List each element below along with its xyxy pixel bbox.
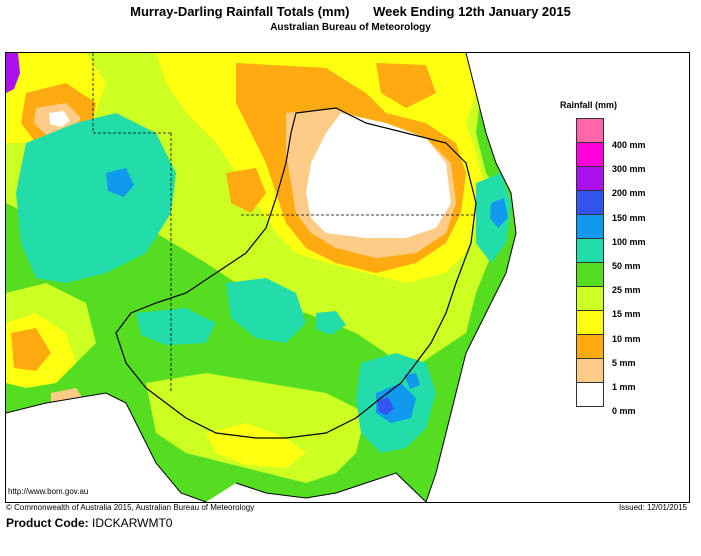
- coastline: [6, 53, 517, 502]
- legend-swatch-100mm: [576, 214, 604, 239]
- region-5mm-ne-patch: [376, 63, 436, 108]
- region-100mm-west: [106, 168, 134, 197]
- region-5mm-sw: [11, 328, 51, 371]
- map-frame: [5, 52, 690, 503]
- product-code-line: Product Code: IDCKARWMT0: [6, 516, 172, 530]
- region-0mm-nw: [49, 111, 70, 127]
- legend-label-150mm: 150 mm: [612, 212, 646, 223]
- region-50mm-central: [226, 278, 306, 343]
- legend-swatch-15mm: [576, 286, 604, 311]
- region-200mm-nw-corner: [6, 53, 20, 93]
- legend-swatch-150mm: [576, 190, 604, 215]
- region-50mm-central-band: [136, 308, 216, 345]
- basin-boundary: [115, 107, 477, 439]
- legend-label-0mm: 0 mm: [612, 406, 636, 417]
- legend-label-10mm: 10 mm: [612, 333, 641, 344]
- issued-date: Issued: 12/01/2015: [618, 503, 687, 512]
- region-150mm-south: [378, 397, 394, 415]
- region-5mm-west-blob: [226, 168, 266, 213]
- map-subtitle: Australian Bureau of Meteorology: [270, 22, 431, 33]
- region-50mm-patch: [316, 311, 346, 335]
- legend-label-1mm: 1 mm: [612, 382, 636, 392]
- source-url[interactable]: http://www.bom.gov.au: [8, 487, 89, 496]
- legend-swatch-10mm: [576, 310, 604, 335]
- legend-label-50mm: 50 mm: [612, 261, 641, 271]
- ocean-east: [426, 53, 689, 502]
- legend-swatch-5mm: [576, 334, 604, 359]
- legend-swatch-25mm: [576, 262, 604, 287]
- map-title-main: Murray-Darling Rainfall Totals (mm): [130, 4, 350, 19]
- legend-title: Rainfall (mm): [560, 100, 618, 110]
- legend-label-300mm: 300 mm: [612, 164, 646, 175]
- legend-label-100mm: 100 mm: [612, 236, 646, 247]
- legend-swatch-0mm: [576, 382, 604, 407]
- legend-swatch-400mm: [576, 118, 604, 143]
- legend-swatch-300mm: [576, 142, 604, 167]
- product-code-label: Product Code:: [6, 516, 89, 530]
- copyright-notice: © Commonwealth of Australia 2015, Austra…: [6, 503, 255, 512]
- legend-label-200mm: 200 mm: [612, 188, 646, 199]
- legend: [576, 118, 604, 407]
- region-100mm-east: [490, 198, 508, 228]
- legend-label-400mm: 400 mm: [612, 140, 646, 150]
- ocean-south-2: [206, 473, 426, 502]
- rainfall-map: [6, 53, 689, 502]
- region-50mm-west: [16, 113, 176, 283]
- legend-label-5mm: 5 mm: [612, 357, 636, 368]
- region-100mm-patch: [404, 373, 420, 389]
- legend-swatch-1mm: [576, 358, 604, 383]
- product-code-value: IDCKARWMT0: [92, 516, 173, 530]
- map-title: Murray-Darling Rainfall Totals (mm) Week…: [0, 4, 701, 19]
- legend-swatch-200mm: [576, 166, 604, 191]
- region-10mm-south: [206, 423, 306, 468]
- region-0mm-north: [306, 113, 451, 238]
- legend-swatch-50mm: [576, 238, 604, 263]
- map-title-period: Week Ending 12th January 2015: [373, 4, 571, 19]
- legend-label-15mm: 15 mm: [612, 309, 641, 320]
- legend-label-25mm: 25 mm: [612, 285, 641, 296]
- ocean-south: [6, 393, 206, 502]
